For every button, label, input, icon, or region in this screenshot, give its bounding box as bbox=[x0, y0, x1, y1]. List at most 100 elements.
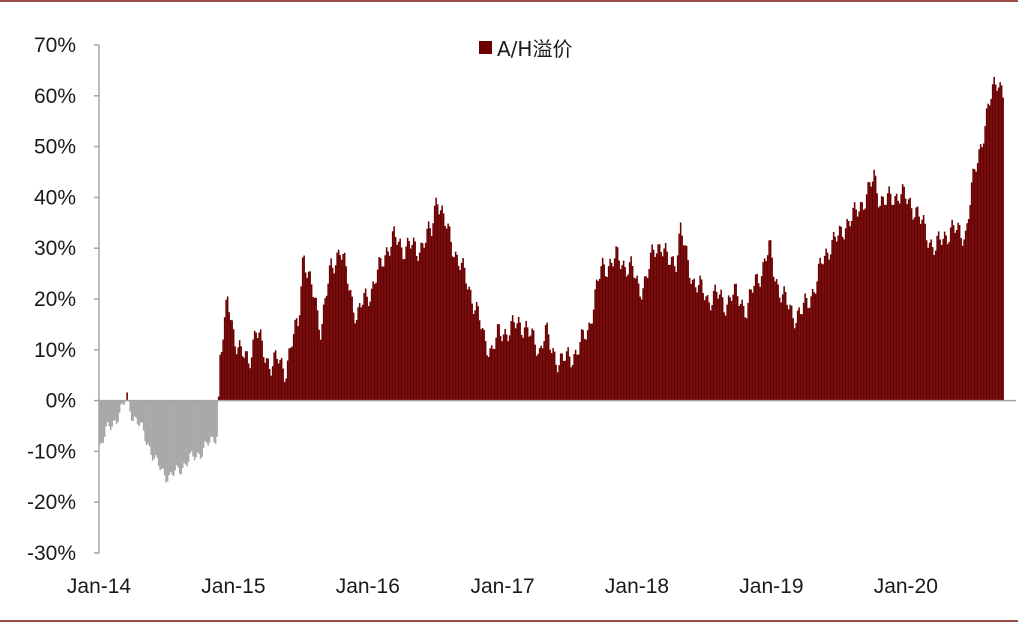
data-bar bbox=[486, 355, 488, 401]
data-bar bbox=[543, 341, 545, 401]
data-bar bbox=[184, 400, 187, 465]
data-bar bbox=[703, 300, 706, 401]
data-bar bbox=[262, 357, 265, 401]
data-bar bbox=[337, 249, 340, 401]
data-bar bbox=[294, 319, 296, 401]
data-bar bbox=[100, 400, 103, 443]
data-bar bbox=[981, 147, 983, 401]
data-bar bbox=[720, 289, 722, 401]
data-bar bbox=[883, 204, 886, 401]
legend-label: A/H溢价 bbox=[497, 37, 572, 61]
data-bar bbox=[228, 312, 230, 401]
data-bar bbox=[505, 334, 508, 401]
data-bar bbox=[247, 363, 250, 401]
data-bar bbox=[711, 305, 713, 401]
data-bar bbox=[208, 400, 211, 443]
data-bar bbox=[316, 310, 319, 401]
data-bar bbox=[792, 318, 794, 401]
data-bar bbox=[939, 239, 941, 401]
data-bar bbox=[435, 197, 437, 401]
data-bar bbox=[117, 400, 119, 423]
data-bar bbox=[445, 228, 448, 401]
data-bar bbox=[109, 400, 112, 431]
data-bar bbox=[318, 329, 320, 401]
data-bar bbox=[664, 242, 667, 401]
data-bar bbox=[856, 216, 859, 401]
data-bar bbox=[297, 326, 299, 401]
data-bar bbox=[342, 253, 344, 401]
data-bar bbox=[616, 247, 619, 401]
data-bar bbox=[877, 207, 880, 401]
data-bar bbox=[538, 348, 541, 401]
data-bar bbox=[112, 400, 115, 421]
bar-series bbox=[99, 76, 1004, 483]
data-bar bbox=[190, 400, 193, 452]
data-bar bbox=[111, 400, 113, 427]
data-bar bbox=[153, 400, 155, 459]
data-bar bbox=[523, 327, 526, 401]
data-bar bbox=[255, 332, 257, 401]
data-bar bbox=[868, 182, 871, 401]
y-tick-label: 10% bbox=[34, 339, 76, 362]
data-bar bbox=[931, 247, 934, 401]
data-bar bbox=[895, 193, 898, 401]
data-bar bbox=[354, 323, 356, 401]
data-bar bbox=[912, 219, 914, 401]
data-bar bbox=[478, 320, 481, 401]
data-bar bbox=[438, 214, 440, 401]
data-bar bbox=[387, 251, 389, 401]
data-bar bbox=[256, 338, 259, 401]
data-bar bbox=[369, 301, 371, 401]
data-bar bbox=[640, 299, 643, 401]
data-bar bbox=[532, 330, 535, 401]
data-bar bbox=[436, 204, 439, 401]
data-bar bbox=[966, 223, 968, 401]
data-bar bbox=[382, 266, 385, 401]
data-bar bbox=[919, 223, 922, 401]
data-bar bbox=[970, 182, 973, 401]
data-bar bbox=[576, 354, 578, 401]
data-bar bbox=[492, 348, 494, 401]
data-bar bbox=[265, 358, 268, 401]
data-bar bbox=[562, 360, 565, 401]
data-bar bbox=[625, 276, 628, 401]
data-bar bbox=[739, 303, 742, 401]
data-bar bbox=[651, 244, 653, 401]
data-bar bbox=[828, 259, 830, 401]
data-bar bbox=[483, 329, 485, 401]
data-bar bbox=[451, 256, 454, 401]
data-bar bbox=[715, 291, 718, 401]
data-bar bbox=[975, 171, 977, 401]
data-bar bbox=[624, 266, 626, 401]
data-bar bbox=[582, 330, 584, 401]
data-bar bbox=[487, 356, 490, 401]
data-bar bbox=[223, 317, 226, 401]
data-bar bbox=[696, 292, 698, 401]
data-bar bbox=[411, 245, 413, 401]
data-bar bbox=[789, 304, 791, 401]
data-bar bbox=[721, 297, 724, 401]
data-bar bbox=[145, 400, 148, 445]
data-bar bbox=[154, 400, 157, 455]
data-bar bbox=[495, 337, 497, 401]
data-bar bbox=[649, 252, 652, 401]
data-bar bbox=[559, 353, 562, 401]
data-bar bbox=[103, 400, 106, 437]
data-bar bbox=[606, 277, 608, 401]
data-bar bbox=[142, 400, 145, 431]
data-bar bbox=[460, 262, 463, 401]
data-bar bbox=[891, 204, 893, 401]
data-bar bbox=[192, 400, 194, 457]
data-bar bbox=[666, 251, 668, 401]
data-bar bbox=[900, 194, 902, 401]
data-bar bbox=[825, 248, 827, 401]
data-bar bbox=[675, 272, 677, 401]
data-bar bbox=[867, 182, 869, 401]
data-bar bbox=[612, 266, 614, 401]
data-bar bbox=[420, 242, 422, 401]
data-bar bbox=[322, 304, 325, 401]
data-bar bbox=[855, 209, 857, 401]
data-bar bbox=[580, 329, 583, 401]
data-bar bbox=[250, 357, 253, 401]
